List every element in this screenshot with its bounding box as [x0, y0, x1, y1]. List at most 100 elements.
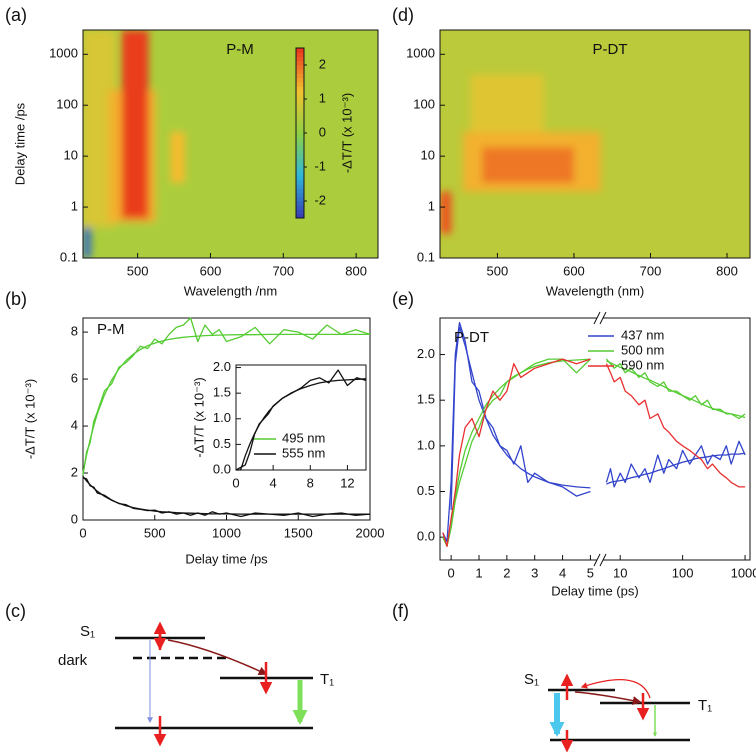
fit-line	[450, 326, 591, 510]
colorbar-swatch	[296, 103, 304, 108]
y-tick-label: 0.0	[213, 461, 231, 476]
x-tick-label: 0	[79, 525, 86, 540]
colorbar-swatch	[296, 99, 304, 104]
colorbar-swatch	[296, 124, 304, 130]
diagram-c: (c) S₁ dark T₁	[5, 601, 334, 747]
arrow	[580, 678, 651, 699]
colorbar-swatch	[296, 137, 304, 142]
data-line	[442, 358, 591, 547]
colorbar-tick-label: 1	[319, 90, 326, 105]
x-tick-label: 4	[270, 475, 277, 490]
colorbar-swatch	[296, 60, 304, 66]
x-tick-label: 500	[487, 263, 509, 278]
axis-break-gap	[597, 558, 603, 562]
heat-cell	[440, 191, 452, 234]
y-tick-label: 100	[413, 97, 435, 112]
colorbar-swatch	[296, 154, 304, 159]
x-tick-label: 8	[307, 475, 314, 490]
y-tick-label: 2.0	[213, 359, 231, 374]
colorbar-swatch	[296, 56, 304, 62]
y-axis-label: Delay time /ps	[12, 102, 27, 185]
y-tick-label: 1000	[49, 46, 78, 61]
colorbar-tick-label: -2	[314, 192, 326, 207]
y-tick-label: 6	[71, 371, 78, 386]
legend-label: 495 nm	[282, 430, 325, 445]
y-tick-label: 0	[71, 511, 78, 526]
colorbar-swatch	[296, 209, 304, 215]
colorbar-swatch	[296, 69, 304, 74]
x-tick-label: 2000	[356, 525, 385, 540]
heat-cell	[482, 147, 574, 183]
legend-label: 500 nm	[621, 342, 664, 357]
colorbar-swatch	[296, 192, 304, 198]
x-tick-label: 100	[672, 565, 694, 580]
x-tick-label: 1500	[284, 525, 313, 540]
colorbar-swatch	[296, 86, 304, 91]
x-tick-label: 0	[232, 475, 239, 490]
colorbar-swatch	[296, 184, 304, 189]
y-tick-label: 2.0	[417, 346, 435, 361]
panel-label: (c)	[5, 601, 26, 621]
x-tick-label: 10	[613, 565, 627, 580]
x-tick-label: 600	[563, 263, 585, 278]
plot-frame	[439, 29, 751, 259]
y-tick-label: 10	[64, 148, 78, 163]
x-axis-label: Delay time (ps)	[551, 583, 638, 598]
axis-break	[599, 311, 607, 325]
x-tick-label: 700	[272, 263, 294, 278]
level-label: dark	[58, 652, 88, 669]
panel-title: P-M	[226, 41, 254, 58]
x-tick-label: 500	[144, 525, 166, 540]
x-tick-label: 1000	[212, 525, 241, 540]
colorbar-swatch	[296, 107, 304, 113]
y-tick-label: 2	[71, 464, 78, 479]
y-tick-label: 0.1	[417, 249, 435, 264]
y-tick-label: 0.5	[417, 483, 435, 498]
colorbar-swatch	[296, 141, 304, 147]
heatmap-cells	[83, 30, 185, 258]
plot-frame	[82, 29, 379, 259]
colorbar-swatch	[296, 52, 304, 57]
data-line	[82, 477, 371, 518]
y-tick-label: 8	[71, 324, 78, 339]
colorbar-swatch	[296, 82, 304, 87]
x-tick-label: 3	[531, 565, 538, 580]
colorbar-swatch	[296, 167, 304, 172]
arrow	[167, 639, 268, 676]
axis-break	[593, 311, 601, 325]
x-tick-label: 0	[448, 565, 455, 580]
panel-label: (e)	[392, 289, 414, 309]
x-tick-label: 5	[587, 565, 594, 580]
colorbar-swatch	[296, 133, 304, 138]
x-tick-label: 1000	[731, 565, 756, 580]
plot-frame	[439, 317, 751, 561]
colorbar-swatch	[296, 162, 304, 168]
heat-cell	[470, 74, 544, 132]
y-axis-label: -ΔT/T (x 10⁻³)	[22, 379, 37, 459]
x-tick-label: 600	[200, 263, 222, 278]
colorbar-swatch	[296, 116, 304, 121]
colorbar-swatch	[296, 171, 304, 176]
heat-cell	[83, 227, 92, 258]
x-axis-label: Delay time /ps	[185, 551, 268, 566]
panel-label: (a)	[5, 5, 27, 25]
y-tick-label: 0.1	[60, 249, 78, 264]
colorbar-swatch	[296, 201, 304, 206]
y-tick-label: 1.5	[417, 392, 435, 407]
x-tick-label: 4	[559, 565, 566, 580]
x-tick-label: 800	[345, 263, 367, 278]
data-line	[442, 358, 591, 547]
heatmap	[440, 30, 750, 258]
y-tick-label: 1000	[406, 46, 435, 61]
panel-title: P-M	[97, 321, 125, 338]
fit-line	[606, 452, 746, 485]
inset-y-axis-label: -ΔT/T (x 10⁻³)	[191, 377, 206, 457]
y-tick-label: 1	[71, 199, 78, 214]
colorbar-swatch	[296, 73, 304, 79]
heatmap-cells	[440, 74, 601, 234]
x-tick-label: 1	[475, 565, 482, 580]
data-line	[605, 440, 746, 488]
axis-break	[599, 553, 607, 567]
heat-cell	[170, 131, 185, 183]
y-tick-label: 1.5	[213, 385, 231, 400]
